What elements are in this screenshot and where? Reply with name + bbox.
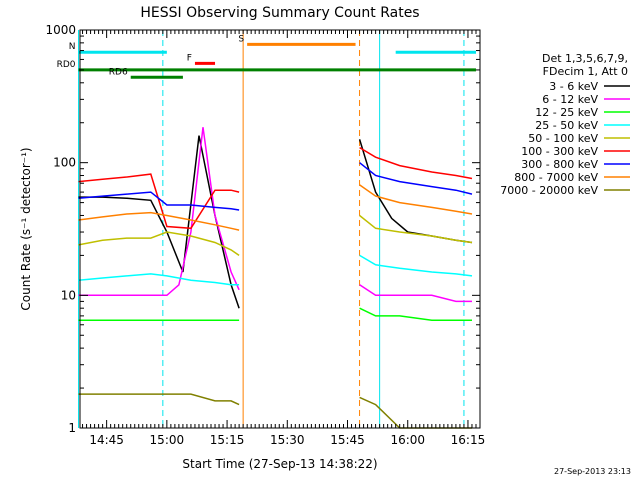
flag-f-label: F — [187, 53, 192, 63]
legend: Det 1,3,5,6,7,9,FDecim 1, Att 0 3 - 6 keV… — [500, 52, 630, 197]
series-line-4-1 — [359, 214, 473, 244]
series-line-6-1 — [359, 162, 473, 195]
flag-s-label: S — [238, 34, 244, 44]
flag-rd0-label: RD0 — [57, 60, 76, 70]
series-line-8-1 — [359, 396, 472, 429]
legend-label: 100 - 300 keV — [521, 145, 598, 158]
series-line-8-0 — [78, 393, 240, 406]
y-tick-label: 100 — [53, 156, 76, 170]
y-axis-label: Count Rate (s⁻¹ detector⁻¹) — [19, 147, 33, 310]
series-line-5-0 — [78, 173, 240, 230]
series-line-1-1 — [359, 284, 472, 303]
x-tick-label: 15:45 — [330, 433, 365, 447]
series-line-7-1 — [359, 184, 473, 215]
y-tick-label: 10 — [61, 288, 76, 302]
x-tick-label: 16:15 — [451, 433, 486, 447]
legend-label: 7000 - 20000 keV — [500, 184, 598, 197]
series-line-4-0 — [78, 231, 240, 257]
vertical-markers — [78, 30, 465, 428]
legend-label: 800 - 7000 keV — [514, 171, 598, 184]
x-tick-label: 14:45 — [89, 433, 124, 447]
x-tick-label: 15:15 — [210, 433, 245, 447]
series-line-7-0 — [78, 211, 240, 231]
flag-rd6-label: RD6 — [109, 67, 128, 77]
series-layer — [78, 127, 473, 429]
x-axis-label: Start Time (27-Sep-13 14:38:22) — [182, 457, 377, 471]
legend-header: FDecim 1, Att 0 — [543, 65, 628, 78]
legend-label: 300 - 800 keV — [521, 158, 598, 171]
x-tick-label: 15:00 — [150, 433, 185, 447]
x-axis-ticks: 14:45 15:00 15:15 15:30 15:45 16:00 16:15 — [82, 30, 486, 447]
legend-label: 3 - 6 keV — [549, 80, 598, 93]
x-tick-label: 15:30 — [270, 433, 305, 447]
flag-bars: N F S RD0 RD6 — [57, 34, 476, 79]
series-line-0-1 — [358, 139, 473, 244]
series-line-6-0 — [78, 191, 240, 211]
y-tick-label: 1000 — [45, 23, 76, 37]
legend-header: Det 1,3,5,6,7,9, — [542, 52, 628, 65]
plot-frame — [79, 29, 481, 429]
legend-label: 6 - 12 keV — [542, 93, 598, 106]
legend-label: 50 - 100 keV — [528, 132, 598, 145]
series-line-0-0 — [78, 135, 240, 309]
y-axis-ticks: 1 10 100 1000 — [45, 23, 480, 435]
y-tick-label: 1 — [68, 421, 76, 435]
series-line-1-0 — [78, 127, 240, 297]
series-line-3-0 — [78, 273, 240, 286]
flag-n-label: N — [69, 42, 76, 52]
footer-timestamp: 27-Sep-2013 23:13 — [554, 467, 631, 476]
legend-label: 25 - 50 keV — [535, 119, 598, 132]
series-line-3-1 — [359, 254, 473, 277]
legend-label: 12 - 25 keV — [535, 106, 598, 119]
series-line-5-1 — [359, 146, 473, 180]
chart-title: HESSI Observing Summary Count Rates — [140, 5, 419, 21]
series-line-2-1 — [359, 307, 472, 321]
x-tick-label: 16:00 — [390, 433, 425, 447]
